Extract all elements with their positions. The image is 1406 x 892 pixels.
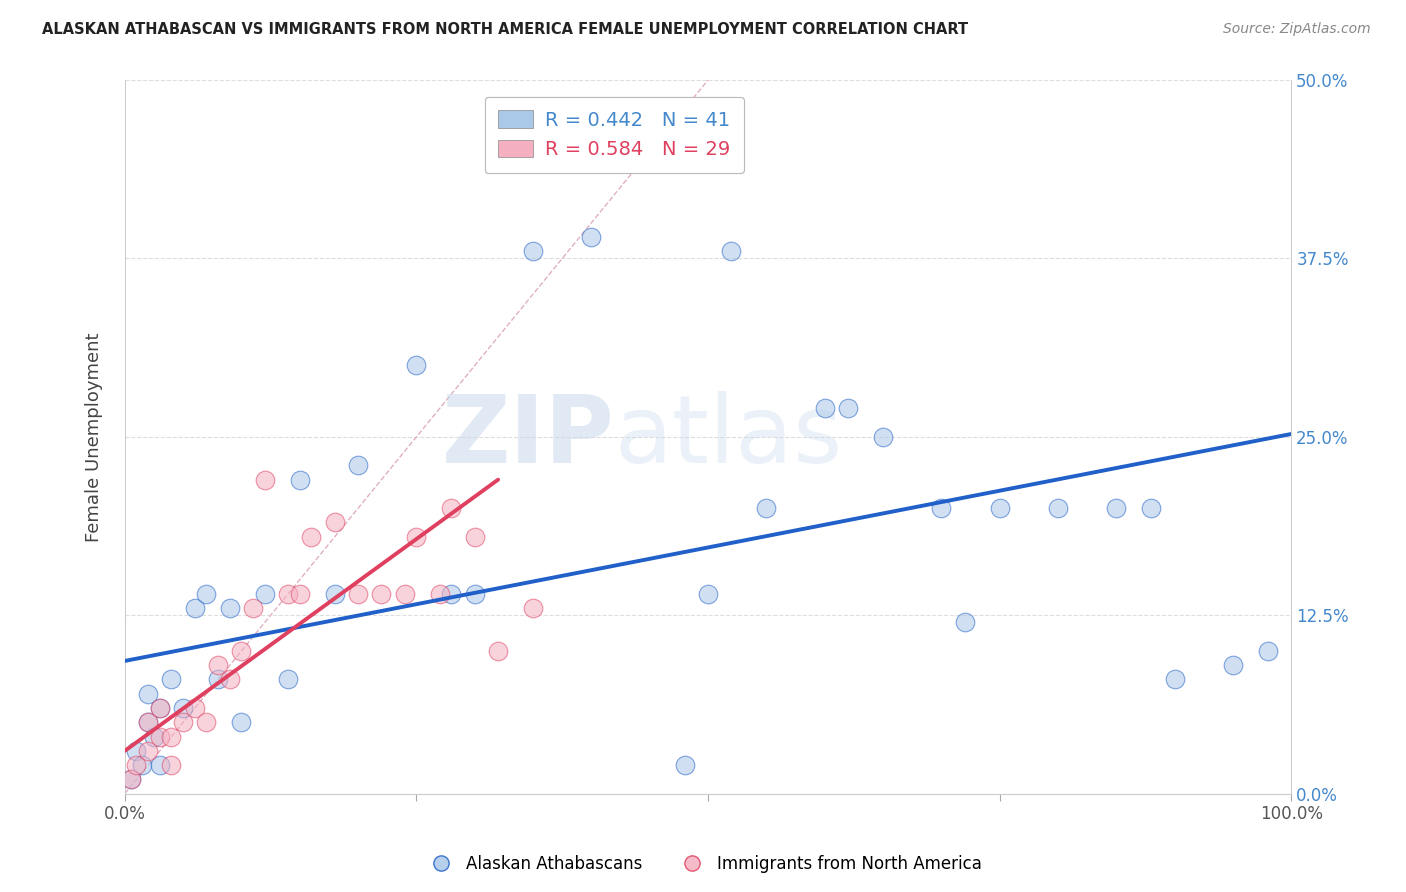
Point — [1105, 501, 1128, 516]
Point — [1222, 658, 1244, 673]
Point — [277, 673, 299, 687]
Point — [288, 473, 311, 487]
Point — [581, 230, 603, 244]
Point — [323, 516, 346, 530]
Point — [872, 430, 894, 444]
Point — [394, 587, 416, 601]
Point — [1140, 501, 1163, 516]
Point — [1047, 501, 1070, 516]
Point — [149, 701, 172, 715]
Text: ALASKAN ATHABASCAN VS IMMIGRANTS FROM NORTH AMERICA FEMALE UNEMPLOYMENT CORRELAT: ALASKAN ATHABASCAN VS IMMIGRANTS FROM NO… — [42, 22, 969, 37]
Point — [136, 715, 159, 730]
Point — [440, 501, 463, 516]
Point — [464, 587, 486, 601]
Point — [136, 744, 159, 758]
Point — [120, 772, 142, 787]
Point — [755, 501, 778, 516]
Point — [172, 701, 194, 715]
Point — [172, 715, 194, 730]
Point — [720, 244, 742, 259]
Point — [814, 401, 837, 416]
Point — [195, 587, 218, 601]
Point — [347, 587, 370, 601]
Text: Source: ZipAtlas.com: Source: ZipAtlas.com — [1223, 22, 1371, 37]
Point — [136, 715, 159, 730]
Text: atlas: atlas — [614, 391, 844, 483]
Point — [301, 530, 323, 544]
Point — [143, 730, 166, 744]
Legend: R = 0.442   N = 41, R = 0.584   N = 29: R = 0.442 N = 41, R = 0.584 N = 29 — [485, 97, 744, 172]
Point — [464, 530, 486, 544]
Point — [931, 501, 953, 516]
Point — [184, 701, 207, 715]
Point — [231, 644, 253, 658]
Point — [125, 744, 148, 758]
Point — [370, 587, 392, 601]
Point — [149, 758, 172, 772]
Point — [486, 644, 509, 658]
Point — [120, 772, 142, 787]
Point — [160, 673, 183, 687]
Point — [323, 587, 346, 601]
Point — [522, 244, 544, 259]
Point — [1257, 644, 1279, 658]
Point — [160, 730, 183, 744]
Y-axis label: Female Unemployment: Female Unemployment — [86, 332, 103, 541]
Point — [218, 673, 240, 687]
Point — [231, 715, 253, 730]
Point — [253, 587, 276, 601]
Point — [697, 587, 720, 601]
Point — [522, 601, 544, 615]
Point — [347, 458, 370, 473]
Point — [207, 658, 229, 673]
Point — [405, 530, 427, 544]
Point — [429, 587, 451, 601]
Point — [149, 701, 172, 715]
Point — [277, 587, 299, 601]
Point — [160, 758, 183, 772]
Point — [1163, 673, 1185, 687]
Point — [149, 730, 172, 744]
Point — [405, 359, 427, 373]
Point — [195, 715, 218, 730]
Point — [288, 587, 311, 601]
Point — [125, 758, 148, 772]
Point — [131, 758, 153, 772]
Point — [218, 601, 240, 615]
Point — [440, 587, 463, 601]
Point — [988, 501, 1011, 516]
Point — [136, 687, 159, 701]
Point — [673, 758, 696, 772]
Point — [242, 601, 264, 615]
Point — [184, 601, 207, 615]
Point — [253, 473, 276, 487]
Point — [207, 673, 229, 687]
Point — [837, 401, 859, 416]
Text: ZIP: ZIP — [441, 391, 614, 483]
Legend: Alaskan Athabascans, Immigrants from North America: Alaskan Athabascans, Immigrants from Nor… — [418, 848, 988, 880]
Point — [953, 615, 976, 630]
